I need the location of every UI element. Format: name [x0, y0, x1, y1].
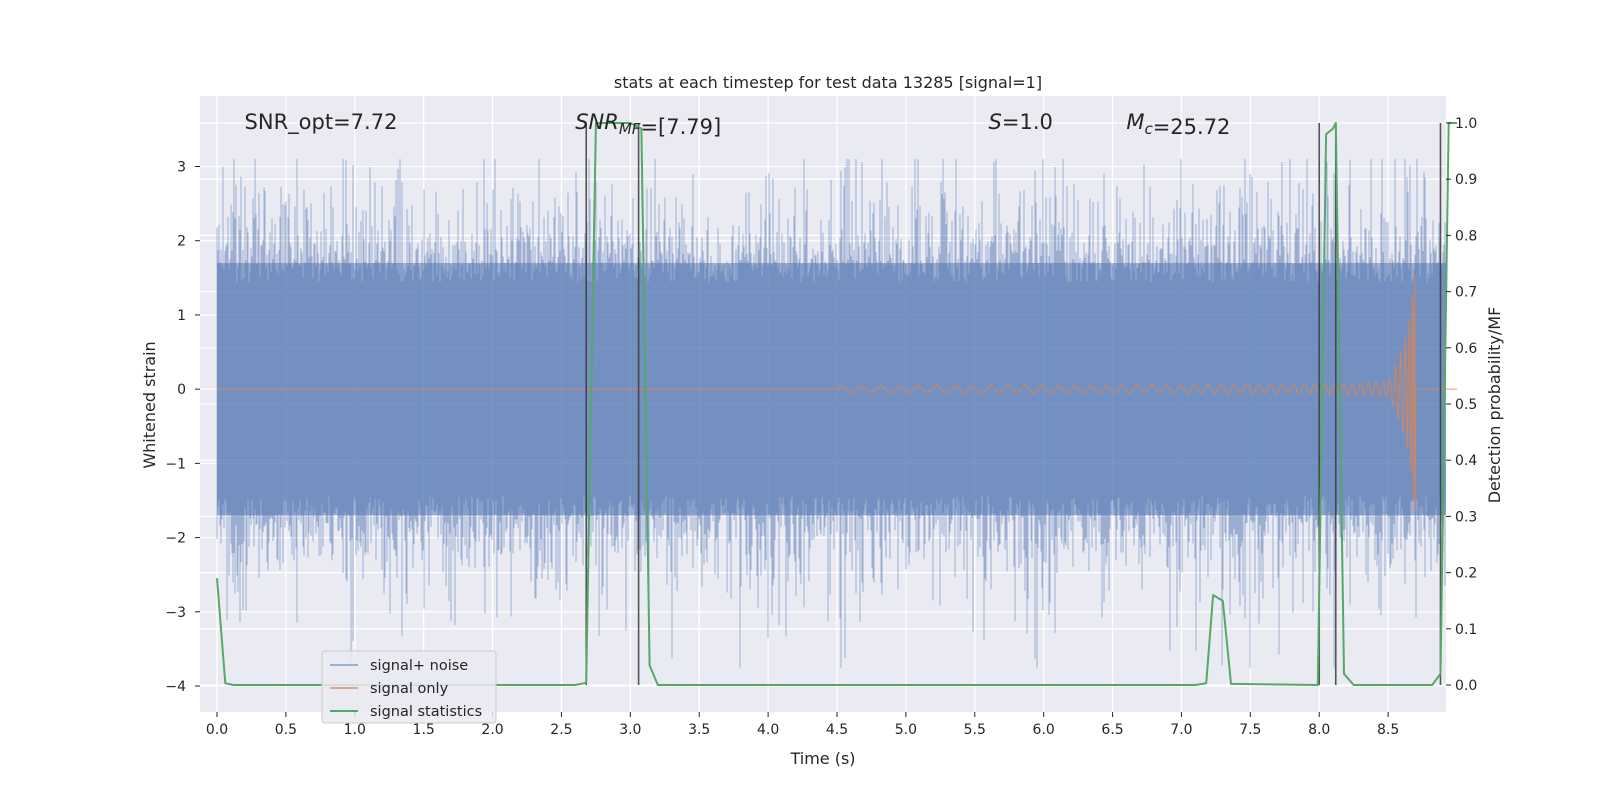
y-tick-label: 1 — [177, 308, 186, 324]
x-tick-label: 3.0 — [619, 722, 641, 738]
x-tick-label: 2.0 — [481, 722, 503, 738]
annotation-segment: =25.72 — [1153, 115, 1231, 139]
legend-label: signal statistics — [370, 704, 482, 720]
y2-tick-label: 1.0 — [1455, 116, 1477, 132]
y2-tick-label: 0.3 — [1455, 509, 1477, 525]
annotation-0: SNR_opt=7.72 — [245, 110, 398, 135]
x-tick-label: 3.5 — [688, 722, 710, 738]
detection-vlines — [585, 122, 1442, 686]
x-tick-label: 7.0 — [1170, 722, 1192, 738]
annotation-segment: M — [1126, 110, 1144, 134]
y-tick-label: 3 — [177, 160, 186, 176]
x-axis-label: Time (s) — [789, 749, 855, 768]
x-tick-label: 7.5 — [1239, 722, 1261, 738]
y2-axis-label: Detection probability/MF — [1485, 307, 1504, 504]
x-tick-label: 0.0 — [206, 722, 228, 738]
y-tick-label: 0 — [177, 382, 186, 398]
annotation-segment: SNR_opt=7.72 — [245, 110, 398, 135]
y2-tick-label: 0.4 — [1455, 453, 1477, 469]
y2-tick-label: 0.0 — [1455, 678, 1477, 694]
annotation-3: Mc=25.72 — [1126, 110, 1230, 139]
x-axis-ticks: 0.0 0.5 1.0 1.5 2.0 2.5 3.0 3.5 4.0 4.5 5.0 5.5 6.0 6… — [206, 712, 1399, 738]
x-tick-label: 1.0 — [344, 722, 366, 738]
x-tick-label: 6.0 — [1033, 722, 1055, 738]
x-tick-label: 6.5 — [1101, 722, 1123, 738]
x-tick-label: 4.0 — [757, 722, 779, 738]
annotation-segment: =1.0 — [1002, 110, 1053, 134]
legend: signal+ noise signal only signal statistic… — [321, 650, 497, 724]
x-tick-label: 5.5 — [964, 722, 986, 738]
y-axis-label: Whitened strain — [140, 341, 159, 468]
y-tick-label: −4 — [165, 679, 186, 695]
annotation-segment: =[7.79] — [640, 115, 721, 139]
chart-title: stats at each timestep for test data 132… — [614, 73, 1042, 92]
y2-tick-label: 0.1 — [1455, 622, 1477, 638]
x-tick-label: 4.5 — [826, 722, 848, 738]
y-tick-label: −2 — [165, 531, 186, 547]
x-tick-label: 0.5 — [275, 722, 297, 738]
noise-trace — [216, 159, 1446, 668]
x-tick-label: 1.5 — [413, 722, 435, 738]
y2-tick-label: 0.2 — [1455, 566, 1477, 582]
series-signal-only — [217, 275, 1457, 512]
y-axis-ticks: 3 2 1 0 −1 −2 −3 −4 — [165, 160, 200, 695]
y2-tick-label: 0.6 — [1455, 341, 1477, 357]
x-tick-label: 8.5 — [1377, 722, 1399, 738]
x-tick-label: 8.0 — [1308, 722, 1330, 738]
y-tick-label: −3 — [165, 605, 186, 621]
signal-statistics-line — [216, 122, 1457, 686]
annotation-segment: S — [989, 110, 1002, 134]
annotation-segment: MF — [619, 120, 641, 138]
x-tick-label: 2.5 — [550, 722, 572, 738]
y2-tick-label: 0.9 — [1455, 172, 1477, 188]
y-tick-label: 2 — [177, 234, 186, 250]
x-tick-label: 5.0 — [895, 722, 917, 738]
y2-tick-label: 0.7 — [1455, 285, 1477, 301]
y2-tick-label: 0.5 — [1455, 397, 1477, 413]
legend-box — [321, 650, 497, 724]
annotation-2: S=1.0 — [989, 110, 1053, 134]
y-tick-label: −1 — [165, 456, 186, 472]
series-signal-statistics — [216, 122, 1457, 686]
y2-tick-label: 0.8 — [1455, 228, 1477, 244]
annotations: SNR_opt=7.72 SNRMF=[7.79] S=1.0 Mc=25.72 — [245, 110, 1231, 139]
y2-axis-ticks: 1.0 0.9 0.8 0.7 0.6 0.5 0.4 0.3 0.2 0.1 0.0 — [1446, 116, 1477, 694]
legend-label: signal+ noise — [370, 658, 468, 674]
annotation-segment: c — [1144, 120, 1153, 138]
legend-label: signal only — [370, 681, 449, 697]
annotation-segment: SNR — [575, 110, 619, 134]
annotation-1: SNRMF=[7.79] — [575, 110, 721, 139]
signal-only-line — [217, 275, 1457, 512]
